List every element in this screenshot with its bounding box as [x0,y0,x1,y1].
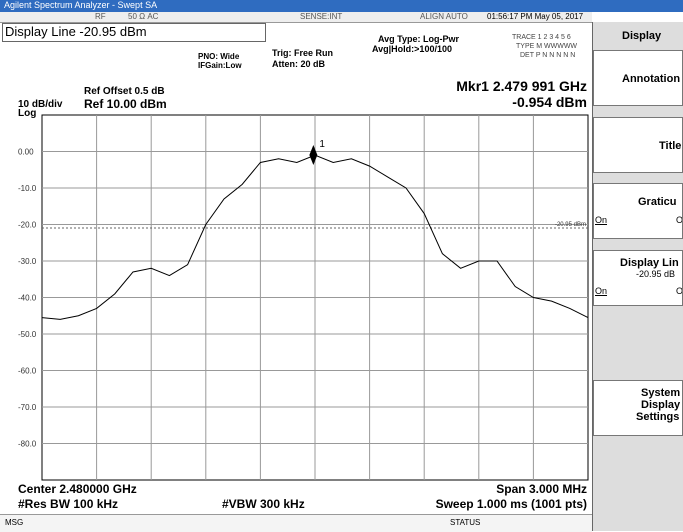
ref-offset: Ref Offset 0.5 dB [84,86,165,97]
ifgain: IFGain:Low [198,61,242,70]
label: Graticu [638,196,677,208]
y-tick-label: -30.0 [18,257,37,266]
avg-hold: Avg|Hold:>100/100 [372,44,452,54]
marker-label: 1 [319,139,325,150]
avg-type: Avg Type: Log-Pwr [378,34,459,44]
on: On [595,215,608,225]
active-function-box [2,23,266,42]
span: Span 3.000 MHz [496,482,587,496]
trace-type: TYPE M WWWWW [516,43,578,50]
value: -20.95 dB [636,269,676,279]
annotation-button[interactable]: Annotation [593,50,683,106]
atten: Atten: 20 dB [272,59,326,69]
title-bar [0,0,683,12]
trig: Trig: Free Run [272,48,334,58]
y-tick-label: -40.0 [18,294,37,303]
y-tick-label: -10.0 [18,184,37,193]
label: Title [659,140,682,152]
clock: 01:56:17 PM May 05, 2017 [487,12,584,21]
off: O [676,286,683,296]
label: Display [641,399,681,411]
label: System [641,387,681,399]
msg: MSG [5,518,24,527]
y-tick-label: -80.0 [18,440,37,449]
rbw: #Res BW 100 kHz [18,497,119,511]
message-bar [0,514,592,532]
label: Display Lin [620,257,679,269]
marker [309,144,318,165]
scale: 10 dB/div [18,99,63,110]
menu-title: Display [622,30,662,42]
detector: DET P N N N N N [520,52,576,59]
display-line-button[interactable]: Display Lin -20.95 dB On O [593,250,683,306]
marker-frequency: Mkr1 2.479 991 GHz [456,78,587,94]
status-strip [0,12,592,23]
y-tick-label: -70.0 [18,403,37,412]
label: Settings [636,411,680,423]
on: On [595,286,608,296]
window-title: Agilent Spectrum Analyzer - Swept SA [4,0,158,10]
ref-level: Ref 10.00 dBm [84,97,167,111]
status: STATUS [450,518,481,527]
trace: TRACE 1 2 3 4 5 6 [512,34,571,41]
y-tick-label: -20.0 [18,221,37,230]
sweep: Sweep 1.000 ms (1001 pts) [435,497,587,511]
center: Center 2.480000 GHz [18,482,137,496]
vbw: #VBW 300 kHz [222,497,305,511]
align: ALIGN AUTO [420,12,468,21]
coupling: 50 Ω AC [128,12,159,21]
title-button[interactable]: Title [593,117,683,173]
label: Annotation [622,73,681,85]
active-function: Display Line -20.95 dBm [5,24,147,39]
off: O [676,215,683,225]
graticule-button[interactable]: Graticu On O [593,183,683,239]
sense: SENSE:INT [300,12,343,21]
marker-amplitude: -0.954 dBm [512,94,587,110]
y-tick-label: -60.0 [18,367,37,376]
log-label: Log [18,108,37,119]
pno: PNO: Wide [198,52,240,61]
display-line-label: -20.95 dBm [555,222,586,228]
rf: RF [95,12,106,21]
y-tick-label: -50.0 [18,330,37,339]
system-display-button[interactable]: System Display Settings [593,380,683,436]
y-tick-label: 0.00 [18,148,34,157]
